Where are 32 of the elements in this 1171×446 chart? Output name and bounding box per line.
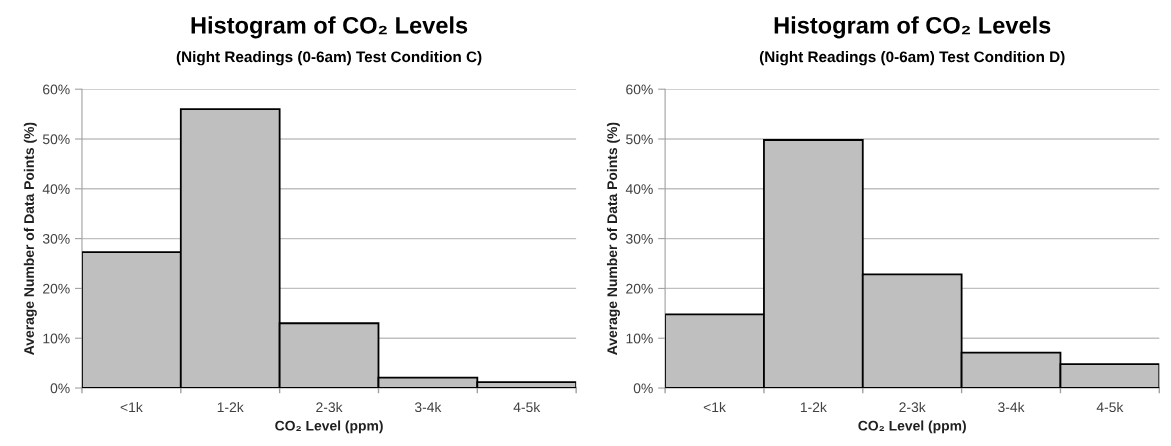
x-tick-label: <1k (120, 401, 143, 412)
y-tick-label: 40% (625, 184, 653, 194)
y-tick-label: 60% (626, 84, 653, 95)
y-tick-label: 50% (42, 134, 70, 145)
y-tick-label: 10% (626, 333, 653, 344)
x-tick-label: 2-3k (316, 401, 343, 413)
y-axis-title: Average Number of Data Points (%) (606, 122, 620, 355)
y-tick-label: 20% (43, 283, 70, 294)
y-tick-label: 0% (50, 383, 70, 394)
chart-title: Histogram of CO₂ Levels (774, 16, 1051, 39)
x-tick-label: 1-2k (217, 401, 244, 412)
chart-subtitle: (Night Readings (0-6am) Test Condition C) (176, 50, 482, 66)
y-tick-label: 20% (626, 283, 653, 294)
x-tick-label: 4-5k (513, 401, 541, 413)
x-tick-label: 3-4k (998, 401, 1025, 413)
x-axis-title: CO₂ Level (ppm) (858, 420, 966, 434)
y-tick-label: 50% (626, 134, 653, 145)
chart-title: Histogram of CO₂ Levels (191, 16, 468, 39)
x-tick-label: 2-3k (899, 401, 926, 413)
x-axis-title: CO₂ Level (ppm) (275, 420, 383, 434)
y-tick-label: 0% (633, 383, 653, 394)
x-tick-label: 4-5k (1096, 401, 1124, 413)
x-tick-label: <1k (703, 401, 726, 412)
y-tick-label: 30% (626, 233, 653, 244)
y-tick-label: 40% (42, 184, 70, 194)
y-axis-title: Average Number of Data Points (%) (23, 122, 37, 355)
y-tick-label: 60% (43, 84, 70, 95)
chart-subtitle: (Night Readings (0-6am) Test Condition D) (759, 50, 1065, 66)
y-tick-label: 30% (42, 233, 70, 244)
x-tick-label: 1-2k (800, 401, 827, 412)
x-tick-label: 3-4k (414, 401, 442, 413)
y-tick-label: 10% (43, 333, 70, 344)
